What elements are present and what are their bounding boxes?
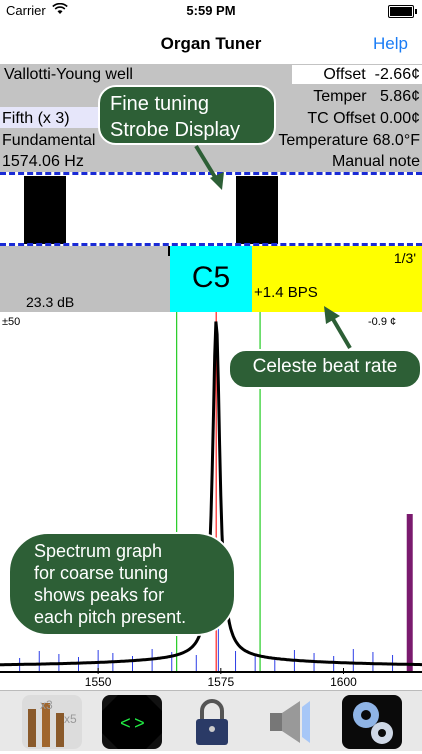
x-tick-label-1575: 1575	[207, 675, 234, 689]
settings-gears-button[interactable]	[342, 695, 402, 749]
temperature-label: Temperature	[278, 132, 369, 149]
offset-field[interactable]: Offset -2.66¢	[323, 64, 420, 85]
center-tick	[168, 246, 171, 256]
strobe-block-right	[236, 176, 278, 244]
status-bar: Carrier 5:59 PM	[0, 0, 422, 22]
gears-icon	[353, 702, 393, 744]
nav-arrows-button[interactable]: < >	[102, 695, 162, 749]
strobe-callout-line2: Strobe Display	[110, 119, 241, 141]
temperature-value: 68.0°F	[372, 132, 420, 149]
carrier-label: Carrier	[6, 3, 46, 18]
range-label: ±50	[2, 316, 21, 328]
mode-selector[interactable]: Fundamental	[2, 132, 96, 149]
strobe-display	[0, 172, 422, 246]
offset-highlight	[292, 65, 422, 84]
bottom-toolbar: x3 x5 < >	[0, 690, 422, 751]
strobe-callout-arrow	[194, 144, 224, 190]
battery-icon	[388, 5, 417, 18]
temper-field: Temper 5.86¢	[313, 86, 420, 107]
beat-display: +1.4 BPS 1/3'	[252, 246, 422, 312]
pipes-multiplier-button[interactable]: x3 x5	[22, 695, 82, 749]
wifi-icon	[52, 2, 68, 18]
celeste-callout-arrow	[324, 306, 352, 350]
page-title: Organ Tuner	[160, 34, 262, 53]
spectrum-callout-line4: each pitch present.	[34, 607, 187, 627]
celeste-callout: Celeste beat rate	[228, 349, 422, 389]
harmonic-selector[interactable]: Fifth (x 3)	[2, 110, 70, 127]
speaker-button[interactable]	[262, 695, 322, 749]
lock-icon	[196, 699, 228, 745]
organ-pipes-icon: x3 x5	[28, 698, 77, 747]
beat-rate: +1.4 BPS	[254, 284, 318, 301]
temper-value: 5.86¢	[379, 88, 420, 105]
offset-value: -2.66¢	[374, 66, 420, 83]
strobe-callout-line1: Fine tuning	[110, 93, 209, 115]
pitch-indicator: 23.3 dB C5 +1.4 BPS 1/3'	[0, 246, 422, 312]
speaker-icon	[270, 701, 310, 743]
lock-button[interactable]	[182, 695, 242, 749]
note-display: C5	[170, 246, 252, 312]
frequency-readout: 1574.06 Hz	[2, 153, 84, 170]
temperament-selector[interactable]: Vallotti-Young well	[4, 66, 133, 83]
status-time: 5:59 PM	[186, 3, 236, 18]
left-arrow: <	[120, 715, 131, 735]
temperature-field[interactable]: Temperature 68.0°F	[278, 130, 420, 151]
spectrum-callout-line3: shows peaks for	[34, 585, 165, 605]
offset-label: Offset	[323, 66, 366, 83]
note-mode-selector[interactable]: Manual note	[331, 153, 420, 170]
tc-offset-value: 0.00¢	[379, 110, 420, 127]
spectrum-callout-line1: Spectrum graph	[34, 541, 163, 561]
left-right-arrows-icon: < >	[102, 695, 162, 749]
help-button[interactable]: Help	[373, 34, 408, 53]
x-tick-label-1550: 1550	[85, 675, 112, 689]
cents-readout: -0.9 ¢	[368, 316, 397, 328]
x5-label: x5	[64, 712, 77, 726]
nav-bar: Organ Tuner Help	[0, 22, 422, 64]
strobe-bottom-dash	[0, 243, 422, 246]
right-arrow: >	[134, 715, 145, 735]
spectrum-callout-line2: for coarse tuning	[34, 563, 169, 583]
x3-label: x3	[40, 698, 53, 712]
tc-offset-field[interactable]: TC Offset 0.00¢	[307, 108, 420, 129]
tc-offset-label: TC Offset	[307, 110, 376, 127]
temper-label: Temper	[313, 88, 367, 105]
spectrum-callout: Spectrum graph for coarse tuning shows p…	[8, 532, 236, 636]
strobe-callout: Fine tuning Strobe Display	[98, 85, 276, 145]
harmonic-highlight	[0, 107, 128, 128]
marker-bar	[406, 514, 413, 672]
level-readout: 23.3 dB	[26, 294, 75, 310]
spectrum-curve	[0, 321, 422, 667]
x-tick-label-1600: 1600	[330, 675, 357, 689]
strobe-block-left	[24, 176, 66, 244]
rank-label: 1/3'	[393, 250, 416, 266]
